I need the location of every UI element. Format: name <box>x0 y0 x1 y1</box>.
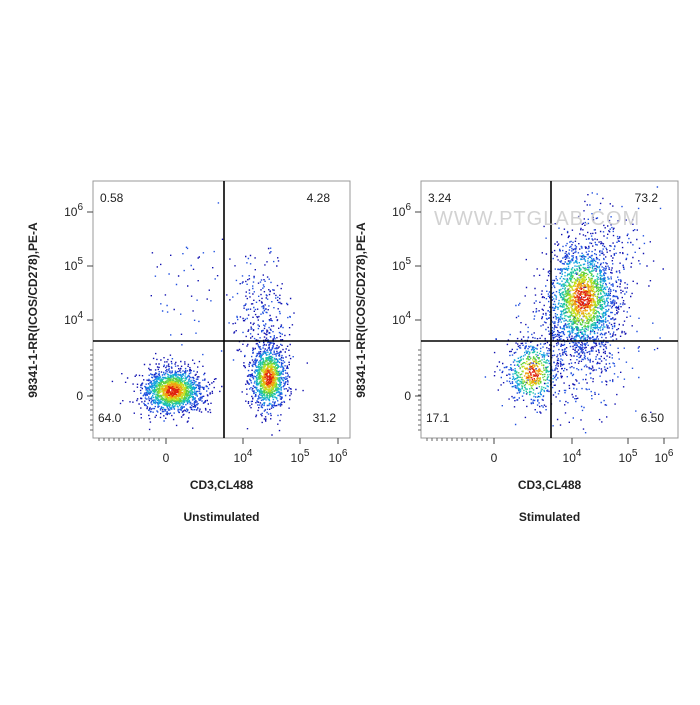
tick-exponent: 4 <box>576 448 582 459</box>
x-axis-label: CD3,CL488 <box>518 478 582 492</box>
y-tick-label: 105 <box>64 256 83 273</box>
event-density <box>111 202 308 436</box>
x-tick-label: 0 <box>163 451 170 465</box>
plot-frame <box>92 180 351 439</box>
x-axis-label: CD3,CL488 <box>190 478 254 492</box>
x-tick-label: 106 <box>329 448 348 465</box>
tick-exponent: 5 <box>77 256 83 267</box>
y-axis-label: 98341-1-RR(ICOS/CD278),PE-A <box>26 222 40 398</box>
panel-caption: Unstimulated <box>183 510 259 524</box>
x-tick-label: 106 <box>655 448 674 465</box>
tick-exponent: 4 <box>247 448 253 459</box>
y-tick-label: 106 <box>392 202 411 219</box>
y-axis-label: 98341-1-RR(ICOS/CD278),PE-A <box>354 222 368 398</box>
x-tick-label: 104 <box>563 448 582 465</box>
watermark: WWW.PTGLAB.COM <box>434 208 640 230</box>
tick-exponent: 6 <box>405 202 411 213</box>
event-dots <box>158 363 278 401</box>
event-density <box>484 186 664 434</box>
quadrant-lower-right: 31.2 <box>313 411 337 425</box>
quadrant-upper-right: 73.2 <box>635 191 659 205</box>
tick-exponent: 5 <box>405 256 411 267</box>
event-dots <box>518 269 603 390</box>
y-tick-label: 104 <box>392 310 411 327</box>
y-tick-label: 0 <box>76 389 83 403</box>
quadrant-upper-left: 0.58 <box>100 191 124 205</box>
panel-caption: Stimulated <box>519 510 580 524</box>
quadrant-upper-right: 4.28 <box>307 191 331 205</box>
x-tick-label: 104 <box>234 448 253 465</box>
y-tick-label: 0 <box>404 389 411 403</box>
quadrant-lower-left: 17.1 <box>426 411 450 425</box>
tick-exponent: 6 <box>668 448 674 459</box>
x-tick-label: 105 <box>619 448 638 465</box>
quadrant-lower-right: 6.50 <box>641 411 665 425</box>
tick-exponent: 6 <box>77 202 83 213</box>
y-tick-label: 106 <box>64 202 83 219</box>
tick-exponent: 4 <box>405 310 411 321</box>
y-tick-label: 105 <box>392 256 411 273</box>
tick-exponent: 6 <box>342 448 348 459</box>
x-tick-label: 0 <box>491 451 498 465</box>
plot-frame <box>420 180 679 439</box>
event-dots <box>527 286 592 381</box>
event-dots <box>155 359 280 404</box>
x-tick-label: 105 <box>291 448 310 465</box>
event-dots <box>151 355 282 407</box>
tick-exponent: 5 <box>632 448 638 459</box>
y-tick-label: 104 <box>64 310 83 327</box>
event-dots <box>140 202 294 422</box>
tick-exponent: 4 <box>77 310 83 321</box>
event-dots <box>523 281 595 384</box>
quadrant-upper-left: 3.24 <box>428 191 452 205</box>
event-dots <box>165 370 274 397</box>
tick-exponent: 5 <box>304 448 310 459</box>
event-dots <box>111 238 308 436</box>
quadrant-lower-left: 64.0 <box>98 411 122 425</box>
